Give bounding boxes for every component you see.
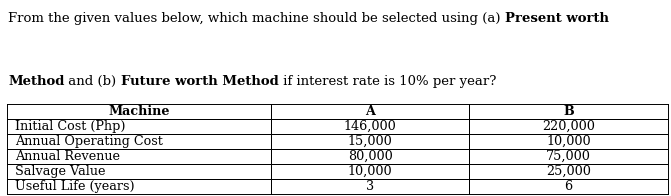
- Text: A: A: [365, 105, 375, 118]
- Text: Annual Revenue: Annual Revenue: [15, 150, 119, 163]
- Text: From the given values below, which machine should be selected using (a): From the given values below, which machi…: [8, 13, 505, 25]
- Text: Annual Operating Cost: Annual Operating Cost: [15, 135, 162, 148]
- Text: Useful Life (years): Useful Life (years): [15, 180, 134, 193]
- Text: Future worth Method: Future worth Method: [121, 75, 278, 88]
- Text: 25,000: 25,000: [546, 165, 591, 178]
- Text: B: B: [563, 105, 574, 118]
- Text: Method: Method: [8, 75, 64, 88]
- Text: 15,000: 15,000: [348, 135, 393, 148]
- Text: if interest rate is 10% per year?: if interest rate is 10% per year?: [278, 75, 496, 88]
- Text: 220,000: 220,000: [542, 120, 595, 133]
- Text: Salvage Value: Salvage Value: [15, 165, 105, 178]
- Text: 10,000: 10,000: [546, 135, 591, 148]
- Text: Present worth: Present worth: [505, 13, 609, 25]
- Text: 80,000: 80,000: [348, 150, 393, 163]
- Text: Initial Cost (Php): Initial Cost (Php): [15, 120, 125, 133]
- Text: 75,000: 75,000: [546, 150, 591, 163]
- Text: 146,000: 146,000: [344, 120, 397, 133]
- Text: 10,000: 10,000: [348, 165, 393, 178]
- Text: 3: 3: [366, 180, 374, 193]
- Text: and (b): and (b): [64, 75, 121, 88]
- Text: Machine: Machine: [108, 105, 170, 118]
- Text: 6: 6: [564, 180, 572, 193]
